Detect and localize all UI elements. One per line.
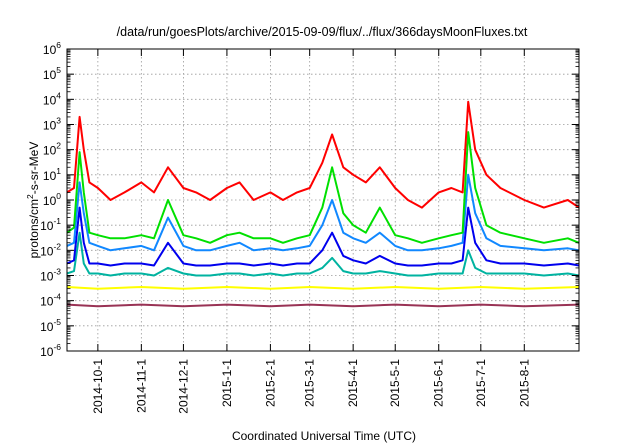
y-tick-label: 10-4 xyxy=(40,292,61,309)
y-axis-label-rest: -s-sr-MeV xyxy=(27,142,41,195)
x-tick-label: 2014-12-1 xyxy=(176,359,190,414)
y-tick-label: 10-6 xyxy=(40,342,61,359)
y-tick-label: 103 xyxy=(43,116,61,133)
series-line xyxy=(66,100,580,209)
y-tick-label: 10-5 xyxy=(40,317,61,334)
series-line xyxy=(66,231,580,277)
y-tick-label: 102 xyxy=(43,141,61,158)
chart-title: /data/run/goesPlots/archive/2015-09-09/f… xyxy=(117,25,528,39)
y-axis-label-base: protons/cm xyxy=(27,199,41,258)
series-group xyxy=(66,100,580,308)
x-tick-label: 2015-6-1 xyxy=(432,359,446,407)
x-tick-label: 2014-10-1 xyxy=(91,359,105,414)
y-tick-label: 104 xyxy=(43,90,61,107)
y-tick-label: 106 xyxy=(43,40,61,57)
series-line xyxy=(66,206,580,267)
y-tick-label: 10-3 xyxy=(40,267,61,284)
series-line xyxy=(66,303,580,308)
x-tick-label: 2015-2-1 xyxy=(263,359,277,407)
y-tick-label: 101 xyxy=(43,166,61,183)
x-tick-label: 2015-7-1 xyxy=(474,359,488,407)
x-tick-label: 2015-3-1 xyxy=(303,359,317,407)
series-line xyxy=(66,173,580,252)
x-tick-label: 2015-8-1 xyxy=(517,359,531,407)
series-line xyxy=(66,286,580,290)
x-axis: 2014-10-1 2014-11-1 2014-12-1 2015-1-1 2015-… xyxy=(91,49,531,414)
y-tick-label: 10-1 xyxy=(40,216,61,233)
x-tick-label: 2015-5-1 xyxy=(388,359,402,407)
y-axis-label-sup: 2 xyxy=(25,194,35,199)
x-tick-label: 2015-4-1 xyxy=(346,359,360,407)
y-tick-label: 10-2 xyxy=(40,241,61,258)
y-tick-label: 105 xyxy=(43,65,61,82)
x-tick-label: 2014-11-1 xyxy=(134,359,148,413)
y-axis: 10-6 10-5 10-4 10-3 10-2 10-1 100 101 102 103 104 1… xyxy=(40,40,579,359)
x-axis-label: Coordinated Universal Time (UTC) xyxy=(232,429,416,443)
y-axis-label: protons/cm2-s-sr-MeV xyxy=(25,142,41,259)
series-line xyxy=(66,131,580,244)
x-tick-label: 2015-1-1 xyxy=(220,359,234,407)
y-tick-label: 100 xyxy=(43,191,61,208)
